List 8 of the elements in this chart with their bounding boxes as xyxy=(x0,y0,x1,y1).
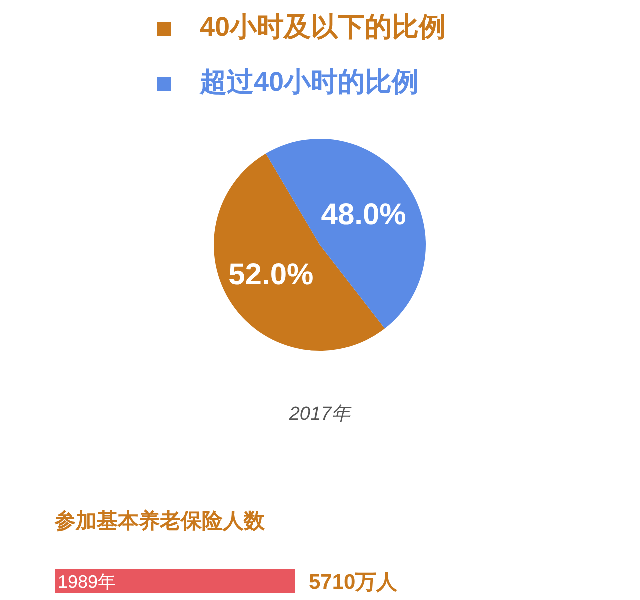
legend-label: 40小时及以下的比例 xyxy=(200,12,446,42)
y-tick-label: 1989年 xyxy=(58,572,116,592)
data-label: 52.0% xyxy=(228,258,314,292)
data-label: 5710万人 xyxy=(309,571,399,594)
data-label: 48.0% xyxy=(321,198,406,232)
chart-title: 参加基本养老保险人数 xyxy=(54,509,266,533)
legend-label: 超过40小时的比例 xyxy=(199,67,420,97)
text: 2017年 xyxy=(288,404,353,425)
